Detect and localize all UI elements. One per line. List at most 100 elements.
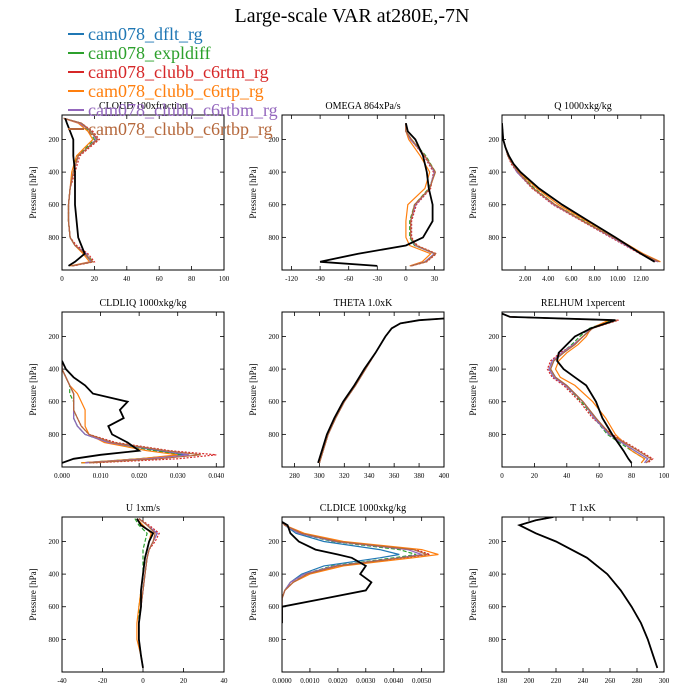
x-tick-label: 40 — [123, 275, 131, 283]
x-tick-label: 220 — [551, 677, 562, 685]
plot-frame — [61, 114, 225, 271]
series-line-obs — [502, 123, 656, 263]
x-tick-label: 40 — [563, 472, 571, 480]
x-tick-label: 380 — [414, 472, 425, 480]
y-tick-label: 800 — [49, 431, 60, 439]
series-line-cam078-clubb-c6rtbm-rg — [318, 317, 444, 464]
x-tick-label: -120 — [285, 275, 298, 283]
series-line-cam078-clubb-c6rtp-rg — [63, 117, 94, 267]
series-group — [282, 521, 439, 624]
x-tick-label: 20 — [180, 677, 188, 685]
series-line-obs — [62, 360, 142, 464]
x-tick-label: 240 — [578, 677, 589, 685]
x-tick-label: -60 — [344, 275, 354, 283]
x-tick-label: 60 — [156, 275, 164, 283]
x-tick-label: 280 — [632, 677, 643, 685]
y-tick-label: 400 — [49, 366, 60, 374]
y-tick-label: 800 — [269, 431, 280, 439]
y-tick-label: 600 — [49, 201, 60, 209]
series-line-cam078-clubb-c6rtbm-rg — [502, 123, 659, 263]
x-tick-label: 10.00 — [610, 275, 626, 283]
panel-title: CLOUD 100xfraction — [99, 101, 187, 112]
x-tick-label: 0.0020 — [328, 677, 348, 685]
x-tick-label: 100 — [659, 472, 670, 480]
x-tick-label: 0 — [404, 275, 408, 283]
x-tick-label: 20 — [91, 275, 99, 283]
series-group — [317, 317, 444, 464]
x-tick-label: 80 — [628, 472, 636, 480]
x-tick-label: 2.00 — [519, 275, 532, 283]
panel-7: U 1xm/s Pressure [hPa] 200 400 600 800 -40 -20 0… — [28, 503, 228, 685]
x-tick-label: 0.0040 — [384, 677, 404, 685]
y-tick-label: 600 — [489, 603, 500, 611]
y-axis-label: Pressure [hPa] — [28, 363, 38, 415]
series-line-cam078-clubb-c6rtm-rg — [282, 521, 431, 624]
panel-title: THETA 1.0xK — [334, 298, 393, 309]
series-line-cam078-clubb-c6rtm-rg — [318, 317, 444, 464]
y-axis-label: Pressure [hPa] — [248, 166, 258, 218]
series-line-cam078-clubb-c6rtp-rg — [502, 123, 661, 263]
series-line-cam078-dflt-rg — [502, 123, 659, 263]
legend-entry: cam078_clubb_c6rtm_rg — [88, 62, 269, 82]
y-tick-label: 800 — [49, 234, 60, 242]
x-tick-label: 0.000 — [54, 472, 70, 480]
panel-8: CLDICE 1000xkg/kg Pressure [hPa] 200 400 600… — [248, 503, 445, 685]
x-tick-label: 80 — [188, 275, 196, 283]
series-line-obs — [319, 122, 434, 267]
series-line-obs — [136, 518, 155, 669]
x-tick-label: 0.020 — [131, 472, 147, 480]
panel-title: RELHUM 1xpercent — [541, 298, 625, 309]
series-group — [319, 122, 438, 267]
y-axis-label: Pressure [hPa] — [248, 568, 258, 620]
series-group — [134, 518, 160, 669]
y-tick-label: 200 — [269, 333, 280, 341]
y-axis-label: Pressure [hPa] — [28, 166, 38, 218]
series-line-cam078-clubb-c6rtbp-rg — [282, 521, 428, 624]
series-line-cam078-dflt-rg — [318, 317, 444, 464]
plot-frame — [501, 311, 665, 468]
x-tick-label: 360 — [389, 472, 400, 480]
x-tick-label: 0.010 — [93, 472, 109, 480]
series-line-cam078-expldiff — [517, 517, 658, 669]
series-line-cam078-dflt-rg — [282, 521, 400, 624]
x-tick-label: 0.040 — [208, 472, 224, 480]
series-line-cam078-clubb-c6rtbp-rg — [405, 123, 437, 267]
series-line-cam078-expldiff — [502, 123, 660, 263]
plot-frame — [281, 516, 445, 673]
x-tick-label: 30 — [431, 275, 439, 283]
series-line-cam078-clubb-c6rtp-rg — [517, 517, 658, 669]
series-line-cam078-clubb-c6rtbm-rg — [517, 517, 658, 669]
y-tick-label: 800 — [489, 431, 500, 439]
x-tick-label: 0.0030 — [356, 677, 376, 685]
series-line-cam078-clubb-c6rtbp-rg — [62, 360, 201, 464]
y-tick-label: 600 — [49, 603, 60, 611]
y-tick-label: 400 — [269, 169, 280, 177]
series-group — [62, 360, 217, 464]
x-tick-label: 300 — [659, 677, 670, 685]
panel-title: CLDICE 1000xkg/kg — [320, 503, 406, 514]
plot-frame — [281, 311, 445, 468]
panel-title: OMEGA 864xPa/s — [325, 101, 400, 112]
legend-entry: cam078_clubb_c6rtbm_rg — [88, 100, 278, 120]
series-line-cam078-clubb-c6rtm-rg — [405, 123, 438, 267]
y-tick-label: 200 — [269, 136, 280, 144]
series-group — [502, 123, 661, 263]
series-line-obs — [517, 517, 659, 669]
panel-4: CLDLIQ 1000xkg/kg Pressure [hPa] 200 400 600… — [28, 298, 225, 480]
panel-2: OMEGA 864xPa/s Pressure [hPa] 200 400 600 800… — [248, 101, 445, 283]
panel-3: Q 1000xkg/kg Pressure [hPa] 200 400 600 800 2.… — [468, 101, 665, 283]
y-tick-label: 400 — [489, 571, 500, 579]
y-tick-label: 400 — [49, 169, 60, 177]
y-tick-label: 200 — [489, 333, 500, 341]
x-tick-label: 0 — [500, 472, 504, 480]
x-tick-label: -30 — [373, 275, 383, 283]
legend: cam078_dflt_rgcam078_expldiffcam078_club… — [68, 24, 278, 139]
y-axis-label: Pressure [hPa] — [468, 363, 478, 415]
panel-title: Q 1000xkg/kg — [554, 101, 612, 112]
y-tick-label: 600 — [269, 201, 280, 209]
page-title: Large-scale VAR at280E,-7N — [235, 5, 470, 27]
y-tick-label: 800 — [489, 234, 500, 242]
y-tick-label: 800 — [49, 636, 60, 644]
